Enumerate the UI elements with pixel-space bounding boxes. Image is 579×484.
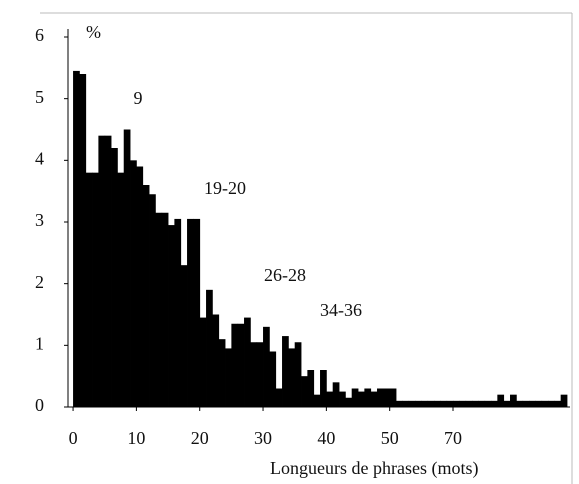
bar <box>320 370 327 407</box>
y-tick-label: 4 <box>35 148 44 168</box>
bar <box>484 400 492 407</box>
bar <box>218 339 226 407</box>
bar <box>560 394 568 407</box>
bar <box>491 400 498 407</box>
bar <box>326 391 334 407</box>
bar <box>73 70 80 408</box>
bar <box>548 400 555 407</box>
bar <box>510 394 517 407</box>
bar <box>130 160 137 407</box>
x-tick-label: 20 <box>191 428 209 448</box>
x-tick-label: 50 <box>381 428 399 448</box>
bar <box>301 376 308 407</box>
bar <box>180 265 188 407</box>
y-tick-label: 1 <box>35 333 44 353</box>
bar <box>427 400 435 407</box>
bar <box>282 336 289 407</box>
x-tick-label: 10 <box>127 428 145 448</box>
bar <box>212 314 220 407</box>
bar <box>370 391 378 407</box>
bar <box>225 348 232 407</box>
bar <box>516 400 524 407</box>
bar <box>453 400 460 407</box>
bar <box>250 342 258 407</box>
bar <box>415 400 422 407</box>
bar <box>263 326 270 407</box>
bar <box>503 400 511 407</box>
bar <box>345 397 353 407</box>
bar <box>472 400 479 407</box>
bar <box>187 218 194 407</box>
annotation: 34-36 <box>320 300 362 320</box>
bar <box>231 323 239 407</box>
bar <box>98 135 106 407</box>
bar <box>142 185 150 407</box>
y-tick-label: 5 <box>35 87 44 107</box>
bar <box>440 400 448 407</box>
x-axis-label: Longueurs de phrases (mots) <box>270 458 478 479</box>
bar <box>478 400 486 407</box>
bar <box>402 400 410 407</box>
bar <box>92 172 99 407</box>
bar <box>269 351 277 407</box>
bar <box>522 400 530 407</box>
bar <box>174 218 182 407</box>
bar <box>332 382 340 407</box>
bar <box>396 400 403 407</box>
bar <box>155 212 163 407</box>
y-tick-label: 6 <box>35 25 44 45</box>
x-tick-label: 0 <box>69 428 78 448</box>
bar <box>117 172 125 407</box>
bar <box>383 388 391 407</box>
bar <box>465 400 473 407</box>
bar <box>85 172 93 407</box>
bar <box>275 388 283 407</box>
bar <box>459 400 467 407</box>
bar <box>193 218 201 407</box>
bar <box>408 400 416 407</box>
y-unit: % <box>86 22 101 42</box>
bar <box>529 400 536 407</box>
x-tick-label: 40 <box>317 428 335 448</box>
y-tick-label: 0 <box>35 395 44 415</box>
annotation: 9 <box>134 88 143 108</box>
annotation: 26-28 <box>264 265 306 285</box>
bar <box>161 212 169 407</box>
bar <box>535 400 543 407</box>
bar <box>294 342 302 407</box>
bar <box>351 388 359 407</box>
bar <box>288 348 296 407</box>
y-tick-label: 2 <box>35 272 44 292</box>
bar <box>421 400 429 407</box>
x-tick-label: 30 <box>254 428 272 448</box>
bar <box>446 400 454 407</box>
bar <box>149 194 156 407</box>
bar <box>206 289 213 407</box>
bar <box>389 388 397 407</box>
bar <box>358 391 365 407</box>
annotation: 19-20 <box>204 178 246 198</box>
bar <box>123 129 131 407</box>
bar <box>199 317 207 407</box>
bar <box>339 391 346 407</box>
bar <box>313 394 321 407</box>
bar <box>79 74 87 407</box>
x-tick-label: 70 <box>444 428 462 448</box>
bar <box>111 148 118 407</box>
bar <box>237 323 245 407</box>
y-tick-label: 3 <box>35 210 44 230</box>
bar <box>136 166 144 407</box>
bar <box>256 342 264 407</box>
bar <box>434 400 441 407</box>
bar <box>104 135 112 407</box>
bar <box>168 225 175 407</box>
bar <box>244 317 251 407</box>
bar <box>377 388 384 407</box>
bar <box>307 370 315 407</box>
bar <box>497 394 505 407</box>
bar <box>364 388 372 407</box>
bar <box>541 400 549 407</box>
bar <box>554 400 562 407</box>
